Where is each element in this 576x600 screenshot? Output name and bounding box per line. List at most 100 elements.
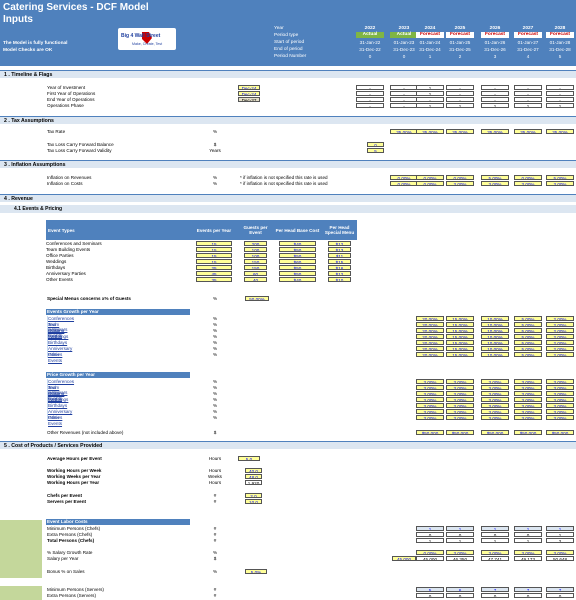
growth-input[interactable]: 2.00% <box>546 340 574 346</box>
inflation-revenue-input[interactable]: 5.00% <box>546 175 574 181</box>
growth-input[interactable]: 20.00% <box>416 340 444 346</box>
event-input-cell[interactable]: 150 <box>244 259 267 265</box>
event-input-cell[interactable]: $16 <box>328 265 351 271</box>
price-input[interactable]: 3.00% <box>481 379 509 385</box>
tax-rate-input[interactable]: 35.00% <box>390 129 418 135</box>
inflation-revenue-input[interactable]: 0.00% <box>446 175 474 181</box>
event-input-cell[interactable]: $10 <box>328 277 351 283</box>
special-menu-input[interactable]: 50.00% <box>245 296 269 302</box>
price-input[interactable]: 3.00% <box>446 397 474 403</box>
salary-base-input[interactable]: 45,000 <box>392 556 416 562</box>
event-input-cell[interactable]: $60 <box>279 259 316 265</box>
price-input[interactable]: 3.00% <box>546 415 574 421</box>
growth-input[interactable]: 10.00% <box>481 328 509 334</box>
price-input[interactable]: 3.00% <box>546 379 574 385</box>
min-chefs-cell[interactable]: 1 <box>446 526 474 532</box>
event-input-cell[interactable]: $12 <box>328 241 351 247</box>
year-cell[interactable]: 2023 <box>398 26 410 31</box>
hours-week-input[interactable]: 40.0 <box>245 468 262 474</box>
weeks-year-input[interactable]: 48.0 <box>245 474 262 480</box>
other-revenue-input[interactable]: $50,000 <box>481 430 509 436</box>
event-input-cell[interactable]: 60 <box>244 271 267 277</box>
event-input-cell[interactable]: 150 <box>244 265 267 271</box>
price-input[interactable]: 3.00% <box>416 403 444 409</box>
price-input[interactable]: 3.00% <box>546 409 574 415</box>
price-input[interactable]: 3.00% <box>416 379 444 385</box>
price-input[interactable]: 3.00% <box>546 391 574 397</box>
tax-rate-input[interactable]: 35.00% <box>481 129 509 135</box>
growth-input[interactable]: 10.00% <box>481 352 509 358</box>
price-input[interactable]: 3.00% <box>481 403 509 409</box>
price-input[interactable]: 3.00% <box>546 385 574 391</box>
min-serv-cell[interactable]: 5 <box>416 587 444 593</box>
growth-input[interactable]: 20.00% <box>416 334 444 340</box>
event-input-cell[interactable]: $40 <box>279 277 316 283</box>
growth-input[interactable]: 20.00% <box>416 316 444 322</box>
inflation-cost-input[interactable]: 3.00% <box>546 181 574 187</box>
min-serv-cell[interactable]: 7 <box>546 587 574 593</box>
year-cell[interactable]: 2024 <box>424 26 436 31</box>
growth-input[interactable]: 10.00% <box>481 340 509 346</box>
year-cell[interactable]: 2027 <box>522 26 534 31</box>
growth-input[interactable]: 15.00% <box>446 334 474 340</box>
year-cell[interactable]: 2025 <box>454 26 466 31</box>
sal-growth-cell[interactable]: 3.00% <box>481 550 509 556</box>
sal-growth-cell[interactable]: 0.00% <box>416 550 444 556</box>
timeline-input[interactable]: Dec-37 <box>238 97 260 103</box>
price-input[interactable]: 3.00% <box>446 409 474 415</box>
min-chefs-cell[interactable]: 1 <box>481 526 509 532</box>
growth-input[interactable]: 10.00% <box>481 316 509 322</box>
inflation-cost-input[interactable]: 0.00% <box>416 181 444 187</box>
min-serv-cell[interactable]: 7 <box>514 587 542 593</box>
growth-input[interactable]: 20.00% <box>416 346 444 352</box>
event-input-cell[interactable]: 40 <box>244 277 267 283</box>
price-input[interactable]: 3.00% <box>546 397 574 403</box>
price-input[interactable]: 3.00% <box>446 415 474 421</box>
price-input[interactable]: 3.00% <box>446 391 474 397</box>
event-input-cell[interactable]: 45 <box>196 271 232 277</box>
event-input-cell[interactable]: $50 <box>279 265 316 271</box>
event-input-cell[interactable]: $50 <box>279 253 316 259</box>
inflation-revenue-input[interactable]: 0.00% <box>416 175 444 181</box>
growth-input[interactable]: 20.00% <box>416 328 444 334</box>
price-input[interactable]: 3.00% <box>416 409 444 415</box>
min-chefs-cell[interactable]: 1 <box>416 526 444 532</box>
price-input[interactable]: 3.00% <box>514 415 542 421</box>
price-input[interactable]: 3.00% <box>416 391 444 397</box>
price-input[interactable]: 3.00% <box>514 391 542 397</box>
event-input-cell[interactable]: 200 <box>244 241 267 247</box>
price-input[interactable]: 3.00% <box>481 415 509 421</box>
growth-input[interactable]: 15.00% <box>446 346 474 352</box>
event-input-cell[interactable]: $12 <box>328 271 351 277</box>
chefs-event-input[interactable]: 2.0 <box>245 493 262 499</box>
price-input[interactable]: 3.00% <box>416 385 444 391</box>
growth-input[interactable]: 15.00% <box>446 322 474 328</box>
min-chefs-cell[interactable]: 1 <box>546 526 574 532</box>
event-input-cell[interactable]: $13 <box>328 247 351 253</box>
growth-input[interactable]: 15.00% <box>446 316 474 322</box>
year-cell[interactable]: 2028 <box>554 26 566 31</box>
price-input[interactable]: 3.00% <box>481 397 509 403</box>
event-input-cell[interactable]: 35 <box>196 277 232 283</box>
tax-rate-input[interactable]: 35.00% <box>446 129 474 135</box>
tax-validity-input[interactable]: 5 <box>367 148 384 154</box>
other-revenue-input[interactable]: $50,000 <box>514 430 542 436</box>
inflation-cost-input[interactable]: 3.00% <box>481 181 509 187</box>
event-input-cell[interactable]: $40 <box>279 241 316 247</box>
year-cell[interactable]: 2022 <box>364 26 376 31</box>
other-revenue-input[interactable]: $50,000 <box>546 430 574 436</box>
growth-input[interactable]: 20.00% <box>416 352 444 358</box>
price-input[interactable]: 3.00% <box>416 415 444 421</box>
tax-rate-input[interactable]: 35.00% <box>546 129 574 135</box>
inflation-cost-input[interactable]: 3.00% <box>446 181 474 187</box>
servers-event-input[interactable]: 10.0 <box>245 499 262 505</box>
growth-input[interactable]: 10.00% <box>481 322 509 328</box>
price-input[interactable]: 3.00% <box>514 379 542 385</box>
growth-input[interactable]: 2.00% <box>546 334 574 340</box>
price-input[interactable]: 3.00% <box>481 409 509 415</box>
growth-input[interactable]: 2.00% <box>546 328 574 334</box>
event-input-cell[interactable]: 100 <box>244 253 267 259</box>
growth-input[interactable]: 2.00% <box>546 352 574 358</box>
price-input[interactable]: 3.00% <box>514 403 542 409</box>
price-input[interactable]: 3.00% <box>514 409 542 415</box>
